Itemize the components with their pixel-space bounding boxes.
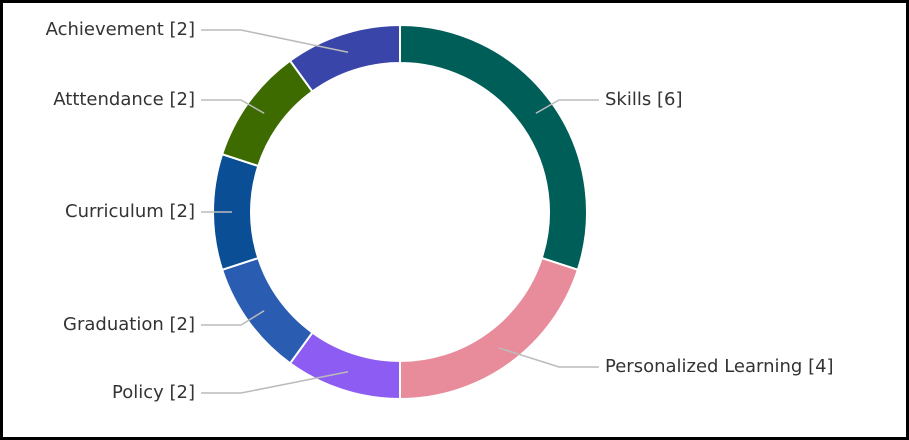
slice-label: Graduation [2] [63,314,195,335]
slice-label: Skills [6] [605,89,682,110]
leader-line [201,310,265,326]
slice-name: Policy [112,382,164,403]
slice-value: [6] [657,89,683,110]
slice-name: Skills [605,89,651,110]
slice-name: Graduation [63,314,164,335]
slice-name: Curriculum [65,201,164,222]
slice-label: Policy [2] [112,382,195,403]
leader-line [498,347,599,368]
slice-label: Curriculum [2] [65,201,195,222]
slice-name: Achievement [46,19,164,40]
slice-value: [4] [808,356,834,377]
leader-line [201,99,265,114]
leader-line [535,99,599,114]
slice-name: Atttendance [53,89,164,110]
slice-label: Atttendance [2] [53,89,195,110]
slice-value: [2] [170,314,196,335]
slice-value: [2] [170,89,196,110]
leader-line [201,29,349,53]
leader-line [201,371,349,394]
slice-value: [2] [170,382,196,403]
slice-label: Personalized Learning [4] [605,356,834,377]
slice-label: Achievement [2] [46,19,195,40]
donut-segment [288,23,401,93]
slice-value: [2] [170,201,196,222]
slice-name: Personalized Learning [605,356,802,377]
slice-value: [2] [170,19,196,40]
